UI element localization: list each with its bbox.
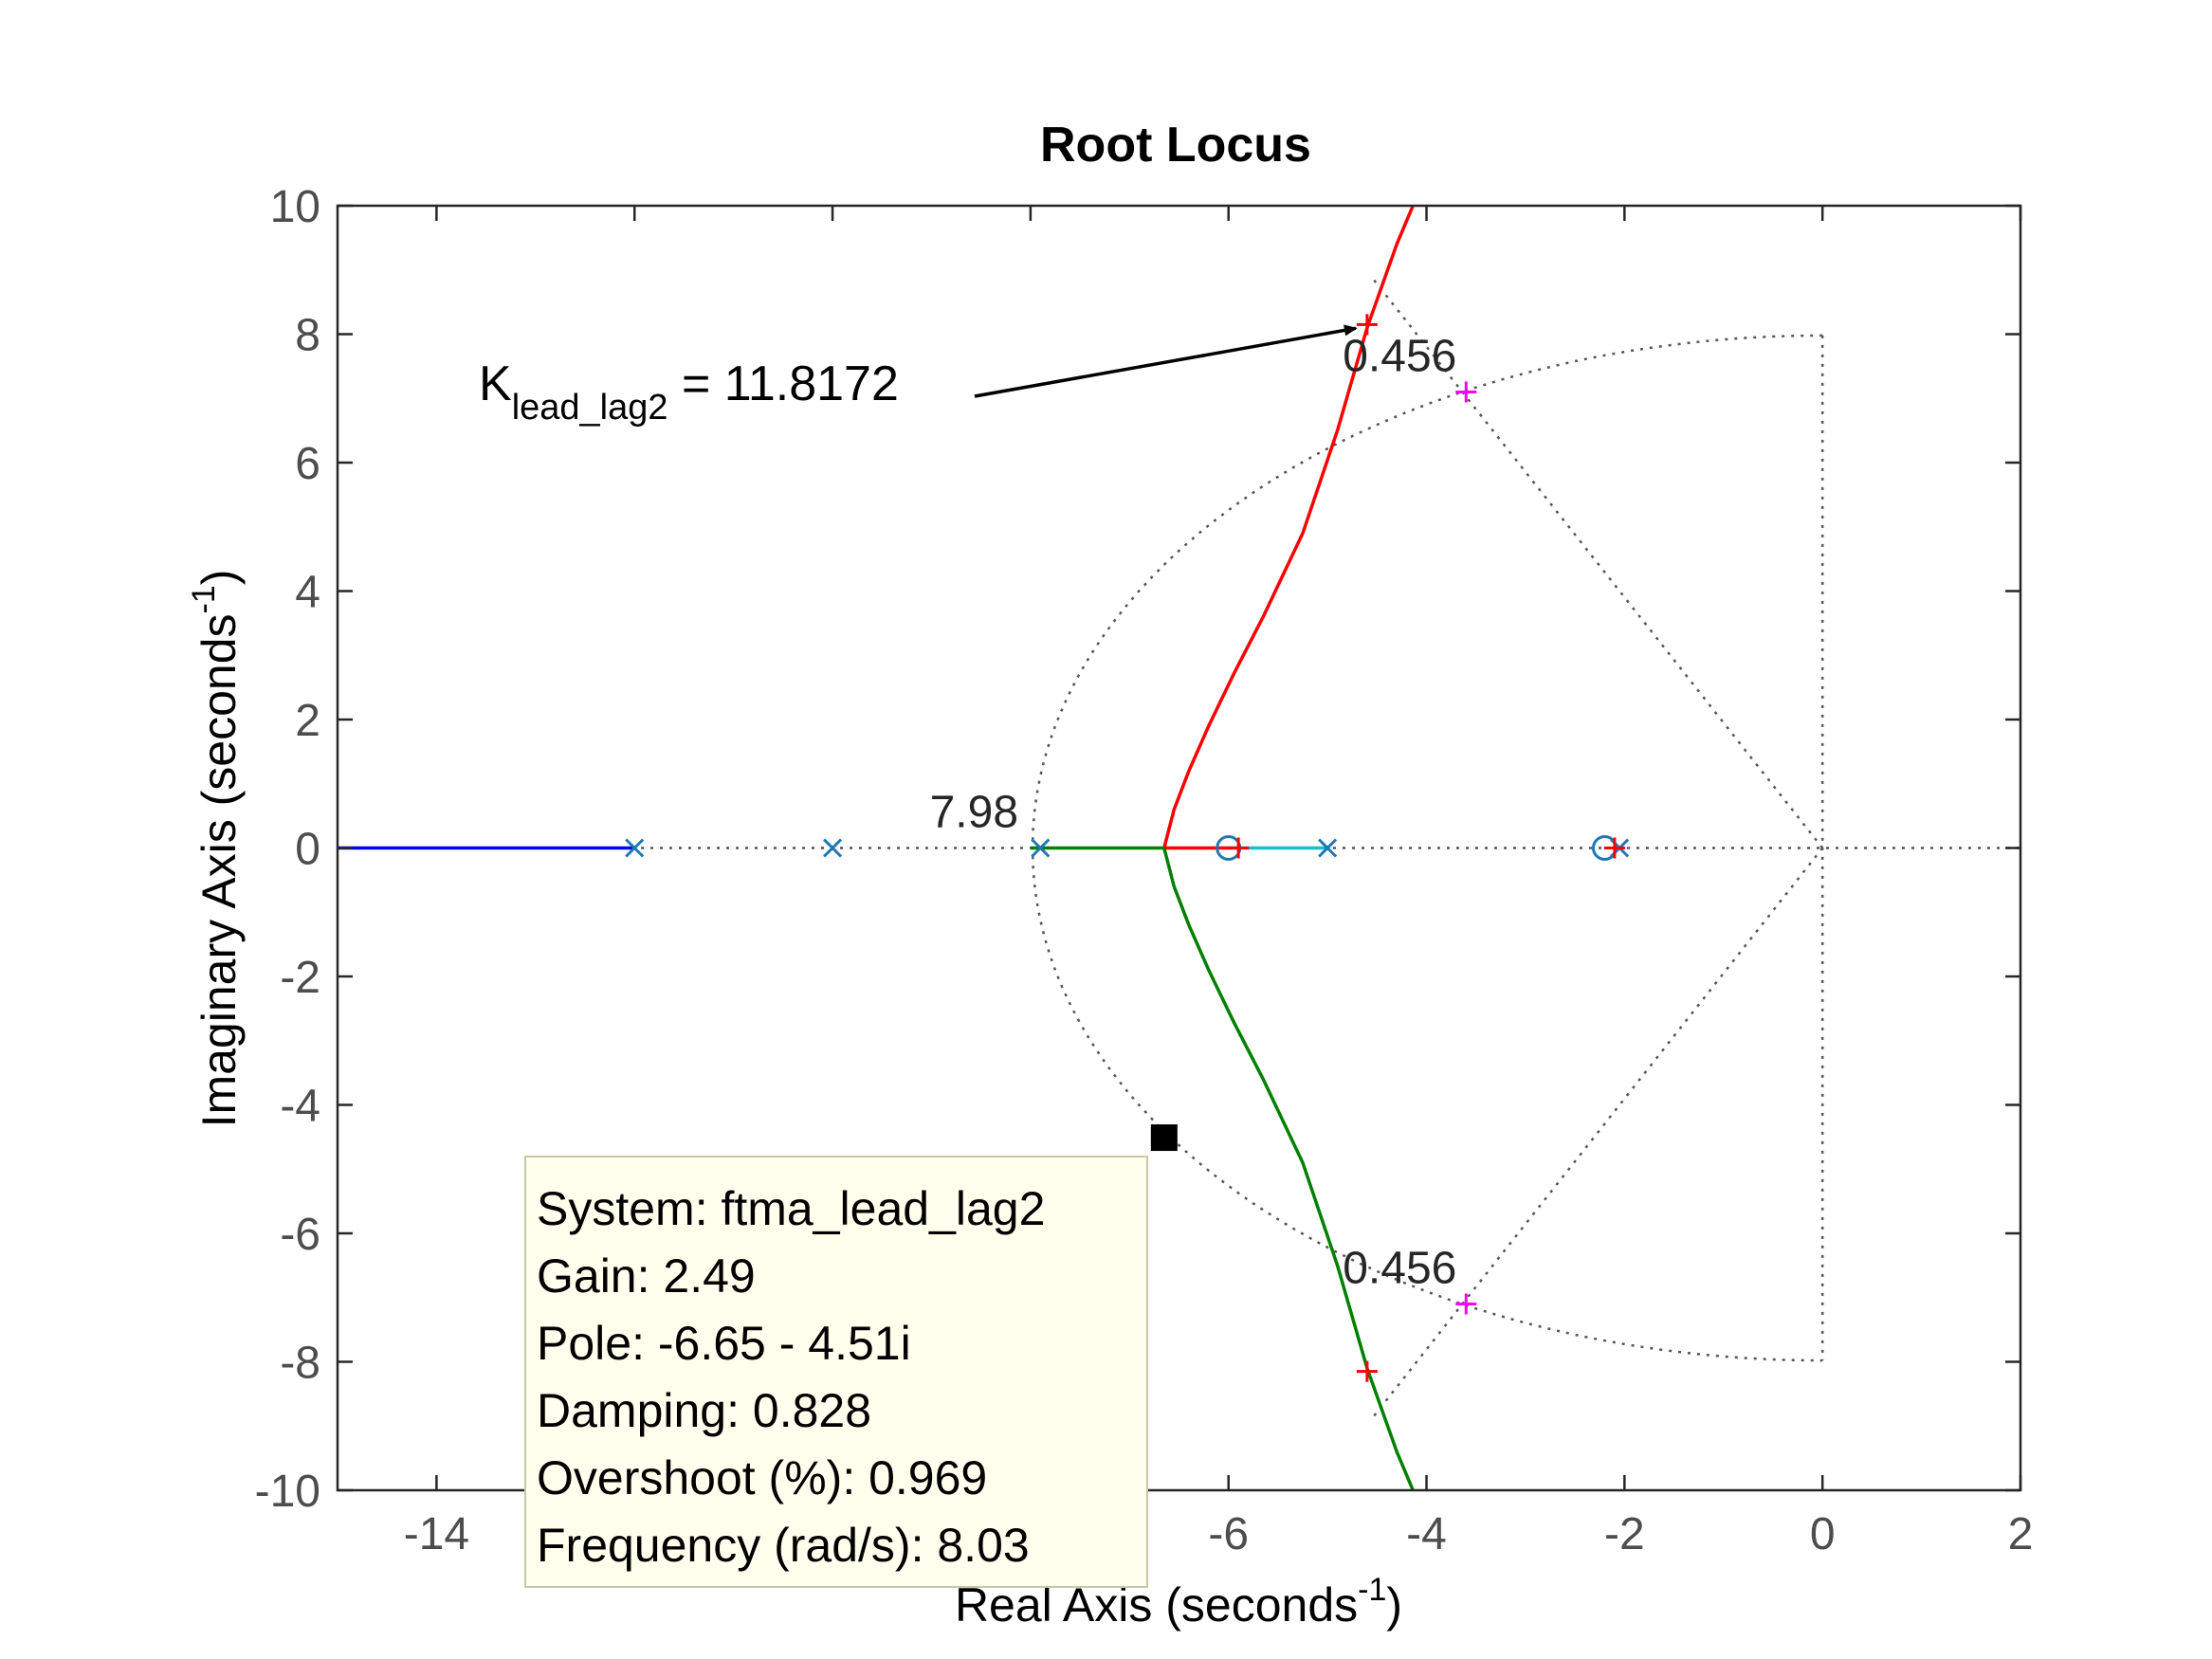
datatip-line: Gain: 2.49 <box>537 1249 756 1303</box>
gain-annotation: Klead_lag2 = 11.8172 <box>479 324 1358 428</box>
x-axis-title: Real Axis (seconds-1) <box>955 1572 1402 1632</box>
y-tick-label: 2 <box>295 696 320 746</box>
gain-marker <box>1603 837 1625 859</box>
grid-label: 0.456 <box>1343 1244 1456 1294</box>
damping-ray-upper <box>1370 275 1824 849</box>
locus-branch-0 <box>1162 206 1416 848</box>
datatip-line: System: ftma_lead_lag2 <box>537 1182 1045 1235</box>
locus-branches <box>338 206 1416 1490</box>
x-tick-label: 2 <box>2008 1509 2034 1559</box>
x-tick-label: -6 <box>1208 1509 1249 1559</box>
datatip-line: Overshoot (%): 0.969 <box>537 1451 987 1504</box>
x-tick-label: 0 <box>1810 1509 1836 1559</box>
datatip-line: Frequency (rad/s): 8.03 <box>537 1519 1030 1572</box>
x-tick-label: -4 <box>1406 1509 1447 1559</box>
pole-marker <box>1031 838 1051 858</box>
y-tick-label: -8 <box>280 1339 320 1389</box>
pole-marker <box>822 838 843 858</box>
datatip-box <box>524 1156 1148 1588</box>
x-tick-label: -14 <box>404 1509 469 1559</box>
pole-marker <box>625 838 645 858</box>
y-tick-label: 10 <box>270 182 320 232</box>
grid-labels: 0.456 0.456 7.98 <box>930 331 1457 1293</box>
grid-label: 7.98 <box>930 788 1018 838</box>
gain-marker <box>1228 837 1250 859</box>
damping-ray-lower <box>1370 847 1824 1421</box>
y-tick-label: -6 <box>280 1210 320 1260</box>
gain-marker <box>1356 314 1378 336</box>
axis-ticks: -14 -6 -4 -2 0 2 -10 -8 -6 -4 -2 0 2 4 6 8 10 <box>255 182 2034 1559</box>
datatip-line: Damping: 0.828 <box>537 1384 871 1437</box>
y-tick-label: 6 <box>295 439 320 489</box>
datatip-line: Pole: -6.65 - 4.51i <box>537 1317 911 1370</box>
locus-branch-2 <box>1162 848 1416 1490</box>
datatip-marker[interactable] <box>1150 1124 1178 1152</box>
gain-marker <box>1356 1360 1378 1382</box>
pole-zero-markers <box>625 314 1630 1382</box>
y-axis-title: Imaginary Axis (seconds-1) <box>186 570 246 1128</box>
pole-marker <box>1318 838 1338 858</box>
damping-marker <box>1455 381 1477 403</box>
grid-label: 0.456 <box>1343 331 1456 381</box>
datatip[interactable]: System: ftma_lead_lag2 Gain: 2.49 Pole: -6… <box>524 1124 1178 1588</box>
gain-annotation-arrow <box>974 324 1358 398</box>
y-tick-label: -10 <box>255 1467 320 1517</box>
y-tick-label: 8 <box>295 311 320 361</box>
y-tick-label: -4 <box>280 1082 320 1132</box>
chart-title: Root Locus <box>1040 118 1311 173</box>
damping-marker <box>1455 1293 1477 1315</box>
x-tick-label: -2 <box>1604 1509 1645 1559</box>
y-tick-label: -2 <box>280 953 320 1003</box>
y-tick-label: 4 <box>295 568 320 618</box>
y-tick-label: 0 <box>295 825 320 875</box>
gain-annotation-text: Klead_lag2 = 11.8172 <box>479 356 899 428</box>
